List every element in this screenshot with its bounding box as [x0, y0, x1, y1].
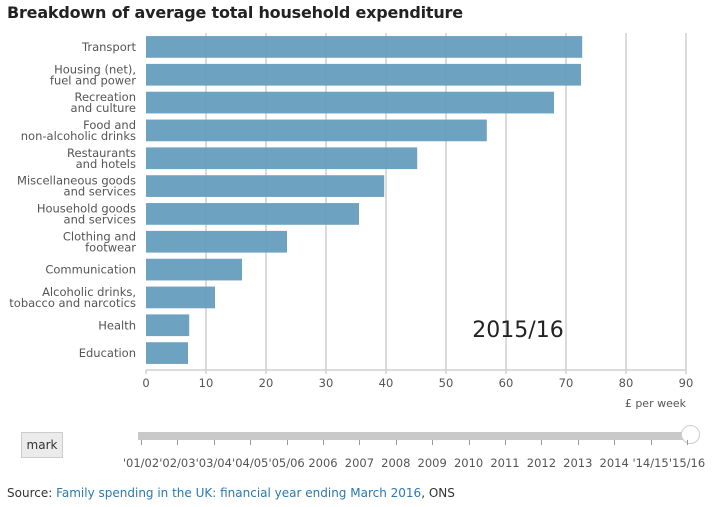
bar-8: [146, 258, 242, 281]
source-link[interactable]: Family spending in the UK: financial yea…: [56, 486, 422, 500]
chart-title: Breakdown of average total household exp…: [7, 3, 463, 22]
bar-chart: Transport Housing (net), fuel and power Rec…: [9, 33, 694, 410]
year-tick: [614, 440, 616, 445]
x-axis-label: £ per week: [625, 397, 687, 410]
year-tick: [286, 440, 288, 445]
year-label[interactable]: 2011: [490, 456, 520, 470]
year-label[interactable]: 2014: [599, 456, 629, 470]
year-label[interactable]: '15/16: [668, 456, 706, 470]
year-label[interactable]: '14/15: [632, 456, 669, 470]
year-label[interactable]: '01/02: [122, 456, 160, 470]
year-label[interactable]: 2012: [526, 456, 557, 470]
bar-1: [146, 63, 581, 86]
x-tick-label-80: 80: [619, 376, 634, 390]
year-tick: [141, 440, 142, 445]
year-annotation: 2015/16: [472, 318, 563, 343]
year-tick: [541, 440, 543, 445]
year-tick: [577, 440, 579, 445]
bar-0: [146, 36, 583, 58]
bar-11: [146, 342, 188, 364]
category-label-6: Household goods and services: [37, 201, 136, 226]
bar-5: [146, 175, 385, 197]
category-label-9: Alcoholic drinks, tobacco and narcotics: [9, 285, 136, 310]
category-label-5: Miscellaneous goods and services: [17, 174, 136, 199]
year-tick: [359, 440, 361, 445]
x-tick-label-20: 20: [259, 376, 274, 390]
year-tick: [213, 440, 215, 445]
year-slider-handle[interactable]: [681, 425, 700, 444]
x-tick-label-40: 40: [379, 376, 394, 390]
bar-9: [146, 286, 215, 309]
bar-7: [146, 230, 287, 253]
x-tick-label-30: 30: [319, 376, 334, 390]
category-label-2: Recreation and culture: [71, 90, 136, 115]
source-line: Source: Family spending in the UK: finan…: [7, 486, 455, 500]
bar-10: [146, 314, 190, 337]
year-label[interactable]: '02/03: [159, 456, 196, 470]
year-label[interactable]: 2010: [453, 456, 484, 470]
bar-4: [146, 147, 418, 170]
year-label[interactable]: '03/04: [195, 456, 232, 470]
year-label[interactable]: '04/05: [232, 456, 269, 470]
x-tick-label-60: 60: [499, 376, 514, 390]
year-label[interactable]: '05/06: [268, 456, 305, 470]
bar-6: [146, 203, 359, 225]
year-tick: [687, 440, 688, 445]
x-tick-label-70: 70: [559, 376, 574, 390]
year-label[interactable]: 2008: [381, 456, 411, 470]
year-tick: [177, 440, 179, 445]
x-tick-label-10: 10: [199, 376, 214, 390]
category-label-7: Clothing and footwear: [63, 229, 136, 254]
x-tick-label-50: 50: [439, 376, 454, 390]
bar-2: [146, 91, 554, 114]
mark-button[interactable]: mark: [21, 432, 63, 458]
year-label[interactable]: 2006: [308, 456, 338, 470]
category-label-11: Education: [79, 346, 136, 360]
year-label[interactable]: 2007: [344, 456, 375, 470]
year-tick: [395, 440, 397, 445]
category-label-1: Housing (net), fuel and power: [50, 62, 136, 87]
year-tick: [323, 440, 324, 445]
year-tick: [468, 440, 470, 445]
year-label[interactable]: 2009: [417, 456, 447, 470]
year-tick: [650, 440, 652, 445]
year-slider-track[interactable]: [138, 432, 691, 440]
source-suffix: , ONS: [421, 486, 455, 500]
year-tick: [250, 440, 252, 445]
category-label-8: Communication: [45, 263, 136, 277]
category-label-3: Food and non-alcoholic drinks: [21, 118, 136, 143]
x-tick-label-90: 90: [679, 376, 694, 390]
x-tick-label-0: 0: [142, 376, 149, 390]
year-tick: [432, 440, 434, 445]
year-tick: [505, 440, 506, 445]
category-label-0: Transport: [81, 40, 136, 54]
bar-3: [146, 119, 487, 142]
category-label-10: Health: [98, 318, 136, 332]
year-label[interactable]: 2013: [563, 456, 593, 470]
source-prefix: Source:: [7, 486, 57, 500]
category-label-4: Restaurants and hotels: [67, 146, 136, 171]
